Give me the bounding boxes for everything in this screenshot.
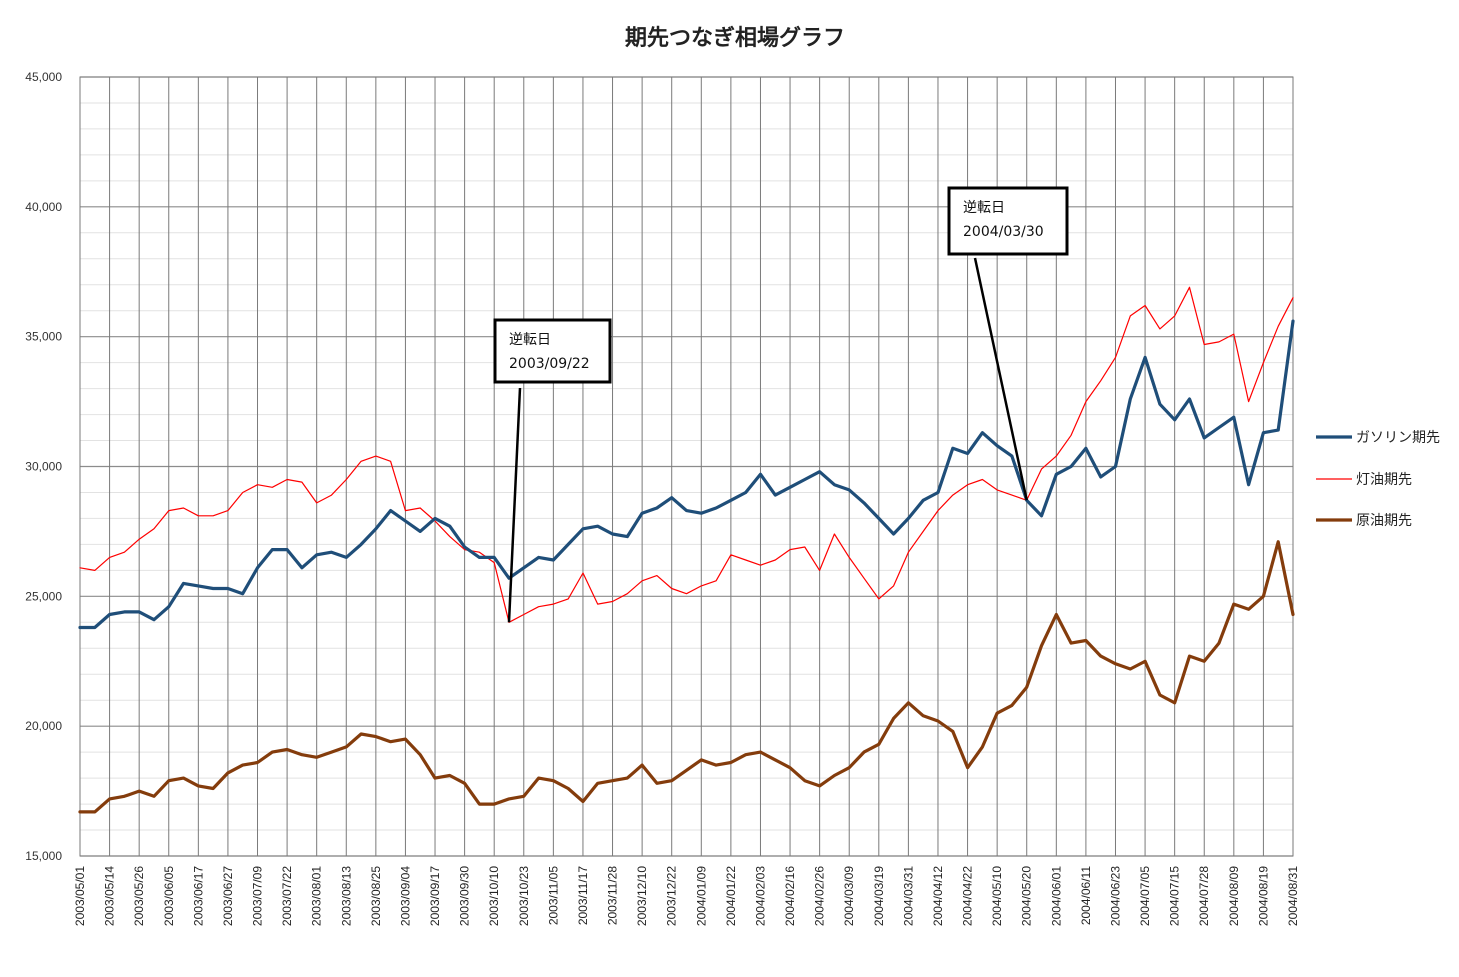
x-tick-label: 2004/03/09 — [842, 866, 856, 926]
annotation-box — [493, 318, 612, 384]
x-tick-label: 2003/08/01 — [310, 866, 324, 926]
annotation-label: 逆転日 — [509, 332, 551, 348]
x-tick-label: 2004/08/09 — [1227, 866, 1241, 926]
series-line-1 — [79, 286, 1294, 623]
y-tick-label: 35,000 — [25, 330, 62, 344]
x-tick-label: 2004/07/28 — [1197, 866, 1211, 926]
series-layer — [78, 286, 1295, 814]
x-tick-label: 2003/11/05 — [546, 866, 560, 925]
x-tick-label: 2003/05/01 — [73, 866, 87, 926]
x-tick-labels: 2003/05/01 2003/05/14 2003/05/26 2003/06/05… — [73, 866, 1300, 926]
x-tick-label: 2003/09/04 — [398, 866, 412, 926]
x-tick-label: 2004/02/16 — [783, 866, 797, 926]
x-tick-label: 2004/06/23 — [1108, 866, 1122, 926]
y-tick-label: 45,000 — [25, 70, 62, 84]
y-tick-label: 40,000 — [25, 200, 62, 214]
x-tick-label: 2004/02/26 — [813, 866, 827, 926]
y-tick-label: 25,000 — [25, 589, 62, 603]
y-tick-label: 20,000 — [25, 719, 62, 733]
y-tick-labels: 15,000 20,000 25,000 30,000 35,000 40,000 45,0… — [25, 70, 62, 863]
legend-label: 原油期先 — [1356, 513, 1412, 529]
plot-frame — [79, 76, 1294, 857]
x-tick-label: 2004/07/05 — [1138, 866, 1152, 926]
x-tick-label: 2003/12/22 — [665, 866, 679, 926]
x-tick-label: 2003/08/25 — [369, 866, 383, 926]
x-tick-label: 2003/12/10 — [635, 866, 649, 926]
x-tick-label: 2003/08/13 — [339, 866, 353, 926]
annotation-leader — [507, 387, 522, 623]
annotation-label: 逆転日 — [963, 200, 1005, 216]
x-tick-label: 2003/09/30 — [458, 866, 472, 926]
annotation-date: 2003/09/22 — [509, 356, 590, 372]
x-tick-label: 2003/10/10 — [487, 866, 501, 926]
annotation-box — [947, 186, 1069, 256]
x-tick-label: 2004/03/31 — [901, 866, 915, 926]
x-tick-label: 2003/07/09 — [251, 866, 265, 926]
x-tick-label: 2004/06/11 — [1079, 866, 1093, 925]
legend-label: 灯油期先 — [1356, 472, 1412, 488]
grid-layer — [79, 76, 1294, 857]
x-tick-label: 2004/04/12 — [931, 866, 945, 926]
annotation-leader — [973, 257, 1028, 501]
y-tick-label: 15,000 — [25, 849, 62, 863]
annotation-date: 2004/03/30 — [963, 224, 1044, 240]
x-tick-label: 2003/06/05 — [162, 866, 176, 926]
x-tick-label: 2003/11/17 — [576, 866, 590, 925]
x-tick-label: 2004/04/22 — [961, 866, 975, 926]
x-tick-label: 2004/08/31 — [1286, 866, 1300, 926]
x-tick-label: 2003/05/26 — [132, 866, 146, 926]
chart-title: 期先つなぎ相場グラフ — [625, 25, 845, 51]
legend-label: ガソリン期先 — [1356, 430, 1440, 446]
x-tick-label: 2004/01/09 — [694, 866, 708, 926]
series-line-0 — [78, 319, 1295, 630]
x-tick-label: 2003/06/27 — [221, 866, 235, 926]
x-tick-label: 2003/10/23 — [517, 866, 531, 926]
x-tick-label: 2003/05/14 — [103, 866, 117, 926]
x-tick-label: 2003/06/17 — [191, 866, 205, 926]
y-tick-label: 30,000 — [25, 460, 62, 474]
x-tick-label: 2004/08/19 — [1256, 866, 1270, 926]
x-tick-label: 2004/07/15 — [1168, 866, 1182, 926]
annotations-layer: 逆転日 2003/09/22 逆転日 2004/03/30 — [493, 186, 1069, 623]
x-tick-label: 2004/05/10 — [990, 866, 1004, 926]
x-tick-label: 2004/01/22 — [724, 866, 738, 926]
x-tick-label: 2004/02/03 — [753, 866, 767, 926]
x-tick-label: 2004/03/19 — [872, 866, 886, 926]
series-line-2 — [78, 540, 1295, 814]
x-tick-label: 2003/11/28 — [606, 866, 620, 925]
x-tick-label: 2003/09/17 — [428, 866, 442, 926]
x-tick-label: 2004/05/20 — [1020, 866, 1034, 926]
x-tick-label: 2004/06/01 — [1049, 866, 1063, 926]
x-tick-label: 2003/07/22 — [280, 866, 294, 926]
